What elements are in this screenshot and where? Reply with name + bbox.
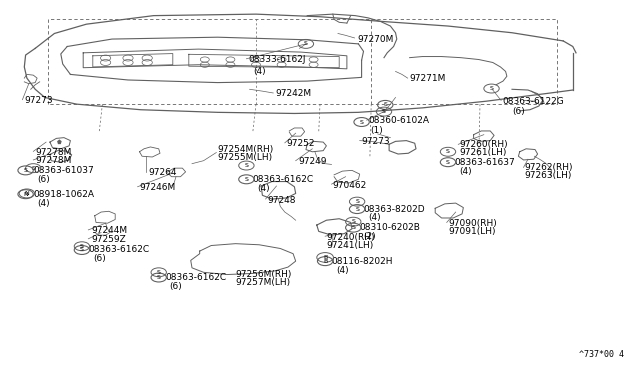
Text: S: S — [351, 219, 355, 224]
Text: 97241(LH): 97241(LH) — [326, 241, 374, 250]
Text: S: S — [31, 166, 35, 171]
Text: 08363-6162C: 08363-6162C — [165, 273, 227, 282]
Text: 08363-61637: 08363-61637 — [454, 158, 515, 167]
Text: 08363-6162C: 08363-6162C — [253, 175, 314, 184]
Text: (6): (6) — [512, 107, 525, 116]
Text: S: S — [446, 149, 450, 154]
Text: S: S — [24, 168, 28, 173]
Text: 08116-8202H: 08116-8202H — [332, 257, 393, 266]
Text: 97278M: 97278M — [35, 156, 72, 165]
Text: 97246M: 97246M — [140, 183, 176, 192]
Text: (4): (4) — [253, 67, 266, 76]
Text: ⬟: ⬟ — [56, 140, 61, 145]
Text: 08363-6122G: 08363-6122G — [502, 97, 564, 106]
Text: S: S — [382, 109, 386, 114]
Text: 97254M(RH): 97254M(RH) — [218, 145, 274, 154]
Text: S: S — [446, 160, 450, 165]
Text: S: S — [244, 177, 248, 182]
Text: 97249: 97249 — [298, 157, 327, 166]
Text: 97256M(RH): 97256M(RH) — [236, 270, 292, 279]
Text: (2): (2) — [364, 232, 376, 241]
Text: 08918-1062A: 08918-1062A — [33, 190, 94, 199]
Text: 97264: 97264 — [148, 168, 177, 177]
Text: 97273: 97273 — [24, 96, 53, 105]
Text: 97270M: 97270M — [357, 35, 394, 44]
Text: S: S — [355, 199, 359, 204]
Text: (6): (6) — [37, 175, 50, 184]
Text: S: S — [304, 41, 308, 46]
Text: 97273: 97273 — [362, 137, 390, 146]
Text: (4): (4) — [459, 167, 472, 176]
Text: B: B — [323, 259, 327, 264]
Text: N: N — [24, 191, 29, 196]
Text: 97263(LH): 97263(LH) — [525, 171, 572, 180]
Text: (6): (6) — [93, 254, 106, 263]
Text: 97090(RH): 97090(RH) — [448, 219, 497, 228]
Text: 08333-6162J: 08333-6162J — [248, 55, 306, 64]
Text: 08310-6202B: 08310-6202B — [360, 223, 420, 232]
Text: S: S — [80, 247, 84, 253]
Text: S: S — [80, 244, 84, 249]
Text: 97248: 97248 — [268, 196, 296, 205]
Text: S: S — [244, 163, 248, 168]
Text: (1): (1) — [370, 126, 383, 135]
Text: B: B — [323, 255, 327, 260]
Text: S: S — [157, 275, 161, 280]
Text: (4): (4) — [336, 266, 349, 275]
Text: 08360-6102A: 08360-6102A — [368, 116, 429, 125]
Text: S: S — [360, 119, 364, 125]
Text: 08363-61037: 08363-61037 — [33, 166, 94, 175]
Text: 970462: 970462 — [333, 181, 367, 190]
Text: 97242M: 97242M — [275, 89, 311, 98]
Text: 97244M: 97244M — [91, 226, 127, 235]
Text: 97259Z: 97259Z — [91, 235, 125, 244]
Text: 97091(LH): 97091(LH) — [448, 227, 495, 236]
Text: (6): (6) — [170, 282, 182, 291]
Text: N: N — [23, 192, 28, 197]
Text: (4): (4) — [368, 214, 381, 222]
Text: 97240(RH): 97240(RH) — [326, 233, 375, 242]
Text: S: S — [157, 270, 161, 275]
Text: 08363-8202D: 08363-8202D — [364, 205, 425, 214]
Text: S: S — [490, 86, 493, 91]
Text: 97261(LH): 97261(LH) — [460, 148, 507, 157]
Text: S: S — [351, 225, 355, 230]
Text: 97260(RH): 97260(RH) — [460, 140, 508, 149]
Text: 97271M: 97271M — [410, 74, 446, 83]
Text: (4): (4) — [257, 184, 270, 193]
Text: 97252: 97252 — [287, 139, 316, 148]
Text: 97262(RH): 97262(RH) — [525, 163, 573, 172]
Text: (4): (4) — [37, 199, 50, 208]
Text: S: S — [355, 206, 359, 212]
Text: 97257M(LH): 97257M(LH) — [236, 278, 291, 287]
Text: 97255M(LH): 97255M(LH) — [218, 153, 273, 162]
Text: ^737*00 4: ^737*00 4 — [579, 350, 624, 359]
Text: 97278M: 97278M — [35, 148, 72, 157]
Text: S: S — [383, 102, 387, 108]
Text: 08363-6162C: 08363-6162C — [88, 246, 150, 254]
